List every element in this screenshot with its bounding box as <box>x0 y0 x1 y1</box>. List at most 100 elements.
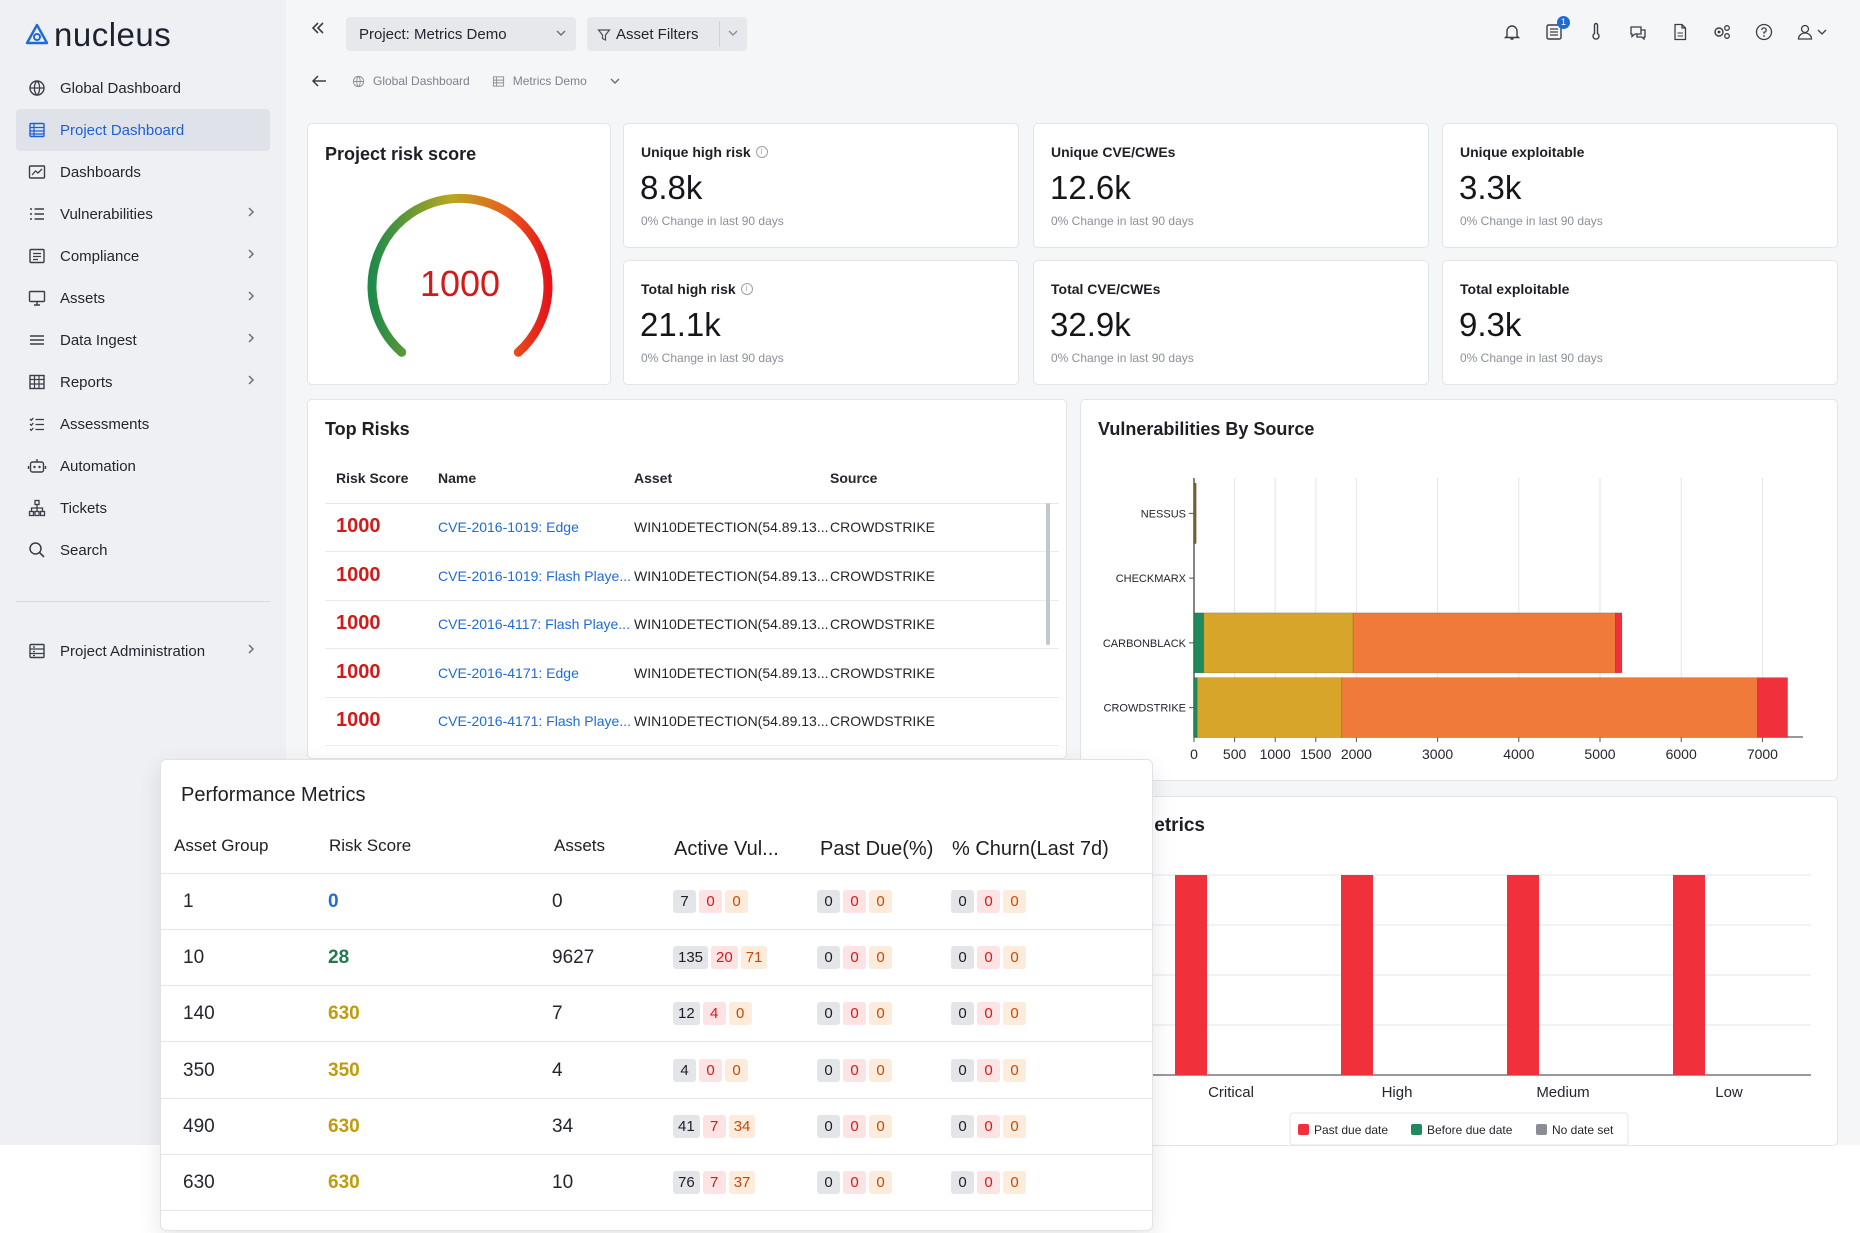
bar-past-due[interactable] <box>1673 875 1705 1075</box>
stat-card-unique-cve-cwes[interactable]: Unique CVE/CWEs 12.6k 0% Change in last 90… <box>1033 123 1429 248</box>
table-row[interactable]: 1000 CVE-2016-1019: Flash Playe... WIN10DE… <box>325 553 1059 601</box>
asset-group-cell[interactable]: 630 <box>183 1172 215 1193</box>
col-assets[interactable]: Assets <box>554 836 606 855</box>
x-tick-label: 2000 <box>1341 746 1372 762</box>
grid-icon <box>27 120 47 140</box>
asset-group-cell[interactable]: 1 <box>183 891 194 912</box>
count-chip: 0 <box>817 890 840 913</box>
info-icon[interactable]: i <box>755 146 768 158</box>
col-risk-score[interactable]: Risk Score <box>336 470 409 486</box>
table-row[interactable]: 630 630 10 76 7 37 0 0 0 0 0 0 <box>161 1155 1152 1211</box>
col-source[interactable]: Source <box>830 470 878 486</box>
asset-group-cell[interactable]: 140 <box>183 1003 215 1025</box>
legend-label[interactable]: Before due date <box>1427 1123 1513 1137</box>
bar-segment-low[interactable] <box>1193 677 1198 738</box>
stat-card-unique-exploitable[interactable]: Unique exploitable 3.3k 0% Change in last … <box>1442 123 1838 248</box>
table-row[interactable]: 140 630 7 12 4 0 0 0 0 0 0 0 <box>161 986 1152 1043</box>
table-row[interactable]: 350 350 4 4 0 0 0 0 0 0 0 0 <box>161 1043 1152 1099</box>
count-chip: 12 <box>673 1002 700 1026</box>
sidebar-item-global-dashboard[interactable]: Global Dashboard <box>16 67 270 109</box>
document-icon[interactable] <box>1670 22 1690 42</box>
sidebar-item-data-ingest[interactable]: Data Ingest <box>16 319 270 361</box>
sidebar-item-vulnerabilities[interactable]: Vulnerabilities <box>16 193 270 235</box>
bar-segment-low[interactable] <box>1193 612 1205 674</box>
bar-segment-medium[interactable] <box>1203 612 1354 674</box>
bar-segment-critical[interactable] <box>1757 677 1788 738</box>
bar-segment-critical[interactable] <box>1194 483 1197 544</box>
sidebar-item-tickets[interactable]: Tickets <box>16 487 270 529</box>
chevron-down-icon[interactable] <box>727 27 739 39</box>
asset-group-cell[interactable]: 350 <box>183 1059 215 1081</box>
integrations-icon[interactable] <box>1712 22 1732 42</box>
vulnerability-link[interactable]: CVE-2016-4171: Edge <box>438 664 579 681</box>
breadcrumb-root[interactable]: Global Dashboard <box>373 74 470 88</box>
sidebar-item-dashboards[interactable]: Dashboards <box>16 151 270 193</box>
x-tick-label: 4000 <box>1503 746 1534 762</box>
vulnerability-link[interactable]: CVE-2016-4117: Flash Playe... <box>438 616 630 632</box>
info-icon[interactable]: i <box>740 283 753 295</box>
breadcrumb-current[interactable]: Metrics Demo <box>512 74 587 88</box>
asset-filters-button[interactable]: Asset Filters <box>587 17 747 51</box>
sidebar-item-automation[interactable]: Automation <box>16 445 270 487</box>
top-risks-scrollbar[interactable] <box>1046 503 1050 645</box>
stat-value: 8.8k <box>640 169 703 206</box>
collapse-sidebar-icon[interactable] <box>310 20 326 36</box>
logo[interactable]: nucleus <box>24 16 171 53</box>
sidebar-item-compliance[interactable]: Compliance <box>16 235 270 277</box>
table-row[interactable]: 1000 CVE-2016-4117: Flash Playe... WIN10DE… <box>325 601 1059 649</box>
bar-segment-high[interactable] <box>1352 612 1616 674</box>
col-asset[interactable]: Asset <box>634 470 673 486</box>
bar-past-due[interactable] <box>1341 875 1373 1075</box>
table-row[interactable]: 1000 CVE-2016-1019: Edge WIN10DETECTION(54… <box>325 504 1059 552</box>
count-chip: 0 <box>951 946 974 970</box>
legend-label[interactable]: Past due date <box>1314 1123 1388 1137</box>
project-selector[interactable]: Project: Metrics Demo <box>346 17 576 51</box>
col-churn[interactable]: % Churn(Last 7d) <box>952 838 1109 860</box>
col-risk-score[interactable]: Risk Score <box>329 836 412 855</box>
user-menu-icon[interactable] <box>1796 22 1830 42</box>
count-chip: 0 <box>951 1002 974 1026</box>
stat-card-total-cve-cwes[interactable]: Total CVE/CWEs 32.9k 0% Change in last 90 … <box>1033 260 1429 385</box>
sidebar-item-search[interactable]: Search <box>16 529 270 571</box>
col-active-vul[interactable]: Active Vul... <box>674 838 779 860</box>
table-row[interactable]: 490 630 34 41 7 34 0 0 0 0 0 0 <box>161 1099 1152 1155</box>
sidebar-item-assets[interactable]: Assets <box>16 277 270 319</box>
asset-group-cell[interactable]: 10 <box>183 947 205 969</box>
thermometer-icon[interactable] <box>1586 22 1606 42</box>
table-row[interactable]: 10 28 9627 135 20 71 0 0 0 0 0 0 <box>161 930 1152 987</box>
sidebar-item-reports[interactable]: Reports <box>16 361 270 403</box>
bar-segment-critical[interactable] <box>1615 612 1623 674</box>
col-name[interactable]: Name <box>438 470 477 486</box>
sidebar-item-project-dashboard[interactable]: Project Dashboard <box>16 109 270 151</box>
chevron-down-icon[interactable] <box>609 75 621 87</box>
vulnerability-link[interactable]: CVE-2016-4171: Flash Playe... <box>438 713 631 729</box>
x-tick-label: 500 <box>1223 746 1247 762</box>
asset-group-cell[interactable]: 490 <box>183 1115 215 1137</box>
sidebar-item-project-administration[interactable]: Project Administration <box>16 630 270 672</box>
help-icon[interactable] <box>1754 22 1774 42</box>
stat-card-total-exploitable[interactable]: Total exploitable 9.3k 0% Change in last 9… <box>1442 260 1838 385</box>
col-asset-group[interactable]: Asset Group <box>174 836 269 855</box>
bar-past-due[interactable] <box>1175 875 1207 1075</box>
bar-segment-medium[interactable] <box>1196 677 1343 738</box>
risk-score-cell: 1000 <box>336 515 381 537</box>
main-content: Project: Metrics Demo Asset Filters 1 <box>286 0 1860 1145</box>
legend-label[interactable]: No date set <box>1552 1123 1614 1137</box>
back-arrow-icon[interactable] <box>310 73 328 89</box>
chat-icon[interactable] <box>1628 22 1648 42</box>
table-row[interactable]: 1000 CVE-2016-4171: Edge WIN10DETECTION(54… <box>325 650 1059 698</box>
bell-icon[interactable] <box>1502 22 1522 42</box>
bar-segment-high[interactable] <box>1341 677 1758 738</box>
task-list-icon[interactable]: 1 <box>1544 16 1570 42</box>
assets-cell: 10 <box>552 1172 574 1193</box>
bar-past-due[interactable] <box>1507 875 1539 1075</box>
vulnerability-link[interactable]: CVE-2016-1019: Flash Playe... <box>438 567 631 584</box>
sidebar-item-assessments[interactable]: Assessments <box>16 403 270 445</box>
col-past-due[interactable]: Past Due(%) <box>820 838 934 860</box>
stat-card-total-high-risk[interactable]: Total high risk i 21.1k 0% Change in last 9… <box>623 260 1019 385</box>
stat-card-unique-high-risk[interactable]: Unique high risk i 8.8k 0% Change in last 9… <box>623 123 1019 248</box>
table-row[interactable]: 1000 CVE-2016-4171: Flash Playe... WIN10DE… <box>325 698 1059 746</box>
vulnerability-link[interactable]: CVE-2016-1019: Edge <box>438 519 579 535</box>
